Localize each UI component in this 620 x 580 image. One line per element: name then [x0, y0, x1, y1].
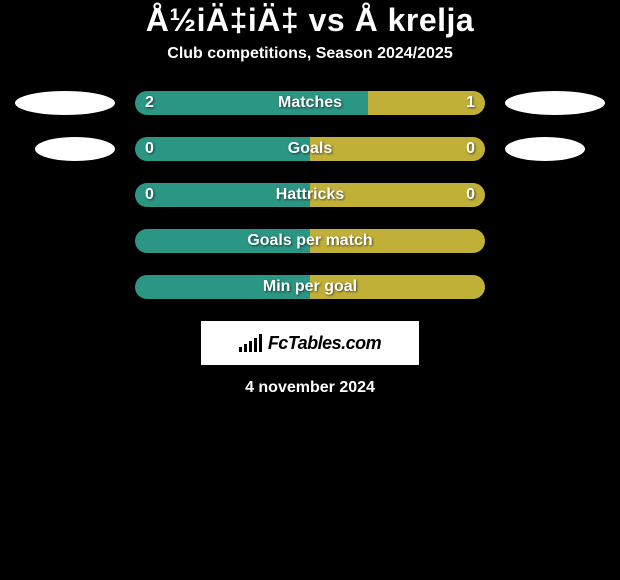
avatar-spacer: [505, 275, 605, 299]
stat-bar-left: [135, 275, 310, 299]
stat-bar: 00Goals: [135, 137, 485, 161]
stat-bar-left: 2: [135, 91, 368, 115]
avatar-left: [15, 91, 115, 115]
stat-row: 21Matches: [0, 91, 620, 115]
bar-chart-icon: [239, 334, 262, 352]
stat-bar: Goals per match: [135, 229, 485, 253]
snapshot-date: 4 november 2024: [0, 379, 620, 397]
page-subtitle: Club competitions, Season 2024/2025: [0, 45, 620, 63]
stat-row: Goals per match: [0, 229, 620, 253]
stat-rows: 21Matches00Goals00HattricksGoals per mat…: [0, 91, 620, 299]
stat-value-right: 0: [456, 186, 485, 204]
logo-text: FcTables.com: [268, 333, 381, 354]
stat-bar-right: [310, 275, 485, 299]
avatar-right: [505, 137, 585, 161]
stat-row: 00Goals: [0, 137, 620, 161]
avatar-right: [505, 91, 605, 115]
stat-value-left: 0: [135, 186, 164, 204]
stat-value-left: 0: [135, 140, 164, 158]
fctables-logo[interactable]: FcTables.com: [201, 321, 419, 365]
stat-bar: 21Matches: [135, 91, 485, 115]
stat-bar-left: 0: [135, 137, 310, 161]
avatar-left: [35, 137, 115, 161]
stat-bar: 00Hattricks: [135, 183, 485, 207]
stat-row: 00Hattricks: [0, 183, 620, 207]
stat-bar-left: 0: [135, 183, 310, 207]
page-title: Å½iÄ‡iÄ‡ vs Å krelja: [0, 2, 620, 39]
stat-value-right: 1: [456, 94, 485, 112]
stat-bar-right: [310, 229, 485, 253]
avatar-spacer: [505, 183, 605, 207]
avatar-spacer: [15, 229, 115, 253]
stat-bar-right: 0: [310, 137, 485, 161]
stat-bar: Min per goal: [135, 275, 485, 299]
comparison-card: Å½iÄ‡iÄ‡ vs Å krelja Club competitions, …: [0, 0, 620, 397]
avatar-spacer: [15, 183, 115, 207]
avatar-spacer: [505, 229, 605, 253]
stat-bar-right: 0: [310, 183, 485, 207]
avatar-spacer: [15, 275, 115, 299]
stat-bar-left: [135, 229, 310, 253]
stat-row: Min per goal: [0, 275, 620, 299]
stat-value-left: 2: [135, 94, 164, 112]
stat-bar-right: 1: [368, 91, 485, 115]
stat-value-right: 0: [456, 140, 485, 158]
